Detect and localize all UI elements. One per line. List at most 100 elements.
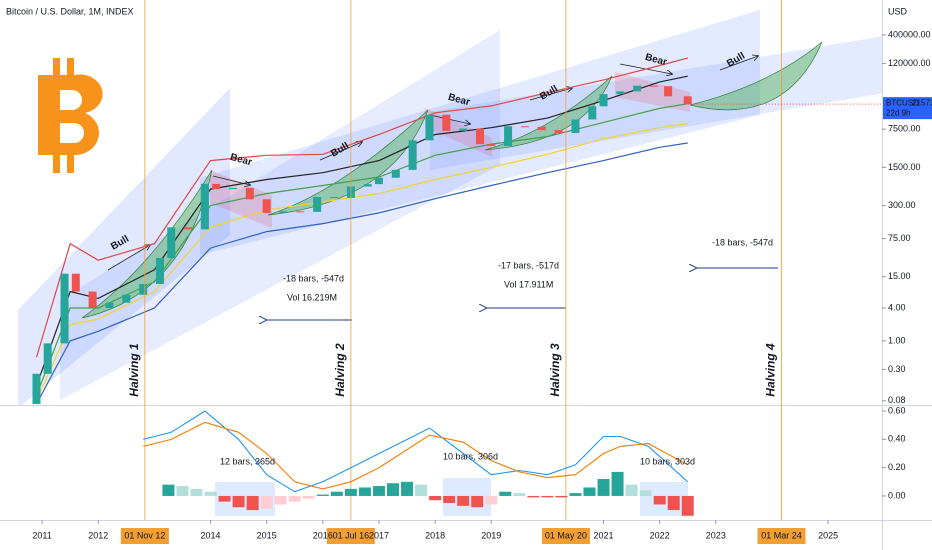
x-tick-label: 2011 [32, 530, 51, 540]
candle [71, 273, 80, 292]
candle [374, 177, 383, 185]
bull-arc [484, 75, 613, 151]
line [143, 421, 688, 490]
annotation: 10 bars, 303d [640, 456, 695, 466]
histogram-bar [429, 495, 442, 501]
candle [139, 283, 148, 295]
y-tick-label: 75.00 [888, 233, 911, 243]
candle [588, 106, 597, 120]
y-tick-label: 120000.00 [888, 58, 931, 68]
histogram-bar [667, 495, 680, 511]
annotation: -17 bars, -517d [498, 260, 559, 270]
price-countdown: 22d 9h [886, 108, 910, 117]
arrow [529, 88, 572, 101]
logo-serif [38, 75, 48, 155]
candle [520, 126, 529, 128]
x-tick-label: 2025 [818, 530, 838, 540]
histogram-bar [316, 494, 329, 496]
candle [32, 373, 41, 404]
y-tick-label: 1500.00 [888, 162, 921, 172]
candle [616, 91, 625, 95]
event-label: 01 May 20 [545, 530, 587, 540]
candle [313, 197, 322, 212]
channel [60, 30, 500, 400]
event-name: Halving 4 [764, 343, 778, 397]
candle [262, 199, 271, 213]
histogram-bar [260, 495, 273, 509]
candle [88, 291, 97, 308]
candle [664, 86, 673, 97]
y-tick-label: 0.30 [888, 364, 906, 374]
histogram-bar [555, 495, 568, 498]
bitcoin-logo [38, 58, 103, 173]
histogram-bar [443, 495, 456, 504]
y-tick-label: 400000.00 [888, 29, 931, 39]
line [143, 410, 689, 493]
x-tick-label: 2016 [313, 530, 333, 540]
candle [442, 114, 451, 131]
histogram-bar [639, 490, 652, 496]
candle [330, 197, 339, 199]
x-tick-label: 2023 [706, 530, 726, 540]
y-tick-label: 0.40 [888, 434, 906, 444]
candle [167, 227, 176, 258]
histogram-bar [569, 493, 582, 496]
candle [122, 294, 131, 303]
histogram-bar [415, 484, 428, 496]
candle [425, 114, 434, 141]
candle [554, 130, 563, 133]
logo-stem [67, 58, 74, 76]
annotation: Vol 17.911M [504, 279, 553, 289]
candle [105, 302, 114, 308]
histogram-bar [653, 495, 666, 505]
event-label: 01 Mar 24 [761, 530, 802, 540]
arrow [719, 56, 758, 71]
y-tick-label: 0.00 [888, 490, 906, 500]
channels [18, 10, 882, 405]
bear-box [425, 108, 492, 157]
logo-stem [53, 58, 60, 76]
histogram-bar [274, 495, 287, 505]
currency: USD [888, 6, 908, 16]
x-tick-label: 2021 [594, 530, 614, 540]
bear-box [615, 72, 690, 112]
annotation: Vol 16.219M [287, 292, 337, 302]
bull-arc [81, 169, 213, 319]
histogram-bar [372, 486, 385, 496]
candle [228, 187, 237, 190]
annotation: 12 bars, 365d [220, 456, 275, 466]
price-tag [883, 97, 932, 120]
candle [296, 211, 305, 213]
arrow [107, 245, 150, 271]
histogram-bar [597, 478, 610, 496]
candle [245, 187, 254, 200]
y-tick-label: 300.00 [888, 200, 916, 210]
candle [459, 128, 468, 131]
candle [408, 140, 417, 170]
logo-stem [53, 154, 60, 173]
price-tag-value: 21573.68 [912, 98, 932, 107]
annotation: -18 bars, -547d [283, 273, 344, 283]
histogram-bar [471, 495, 484, 508]
price-tag-name: BTCUSD [886, 98, 919, 107]
y-tick-label: 0.20 [888, 462, 906, 472]
histogram-bar [204, 491, 217, 496]
event-label-box [757, 528, 806, 544]
annotation: -18 bars, -547d [712, 237, 773, 247]
histogram-bar [190, 488, 203, 496]
candle [683, 96, 692, 105]
candle [571, 119, 580, 133]
histogram-bar [162, 484, 175, 496]
x-tick-label: 2022 [650, 530, 670, 540]
event-label-box [541, 528, 590, 544]
bull-arc [689, 41, 823, 111]
measure-arrows [266, 268, 778, 320]
x-tick-label: 2018 [425, 530, 445, 540]
y-tick-label: 1.00 [888, 335, 906, 345]
x-tick-label: 2015 [257, 530, 277, 540]
event-label: 01 Nov 12 [124, 530, 165, 540]
histogram-bar [218, 495, 231, 502]
histogram-bar [386, 483, 399, 496]
y-tick-label: 0.60 [888, 405, 906, 415]
histogram-bar [583, 487, 596, 496]
